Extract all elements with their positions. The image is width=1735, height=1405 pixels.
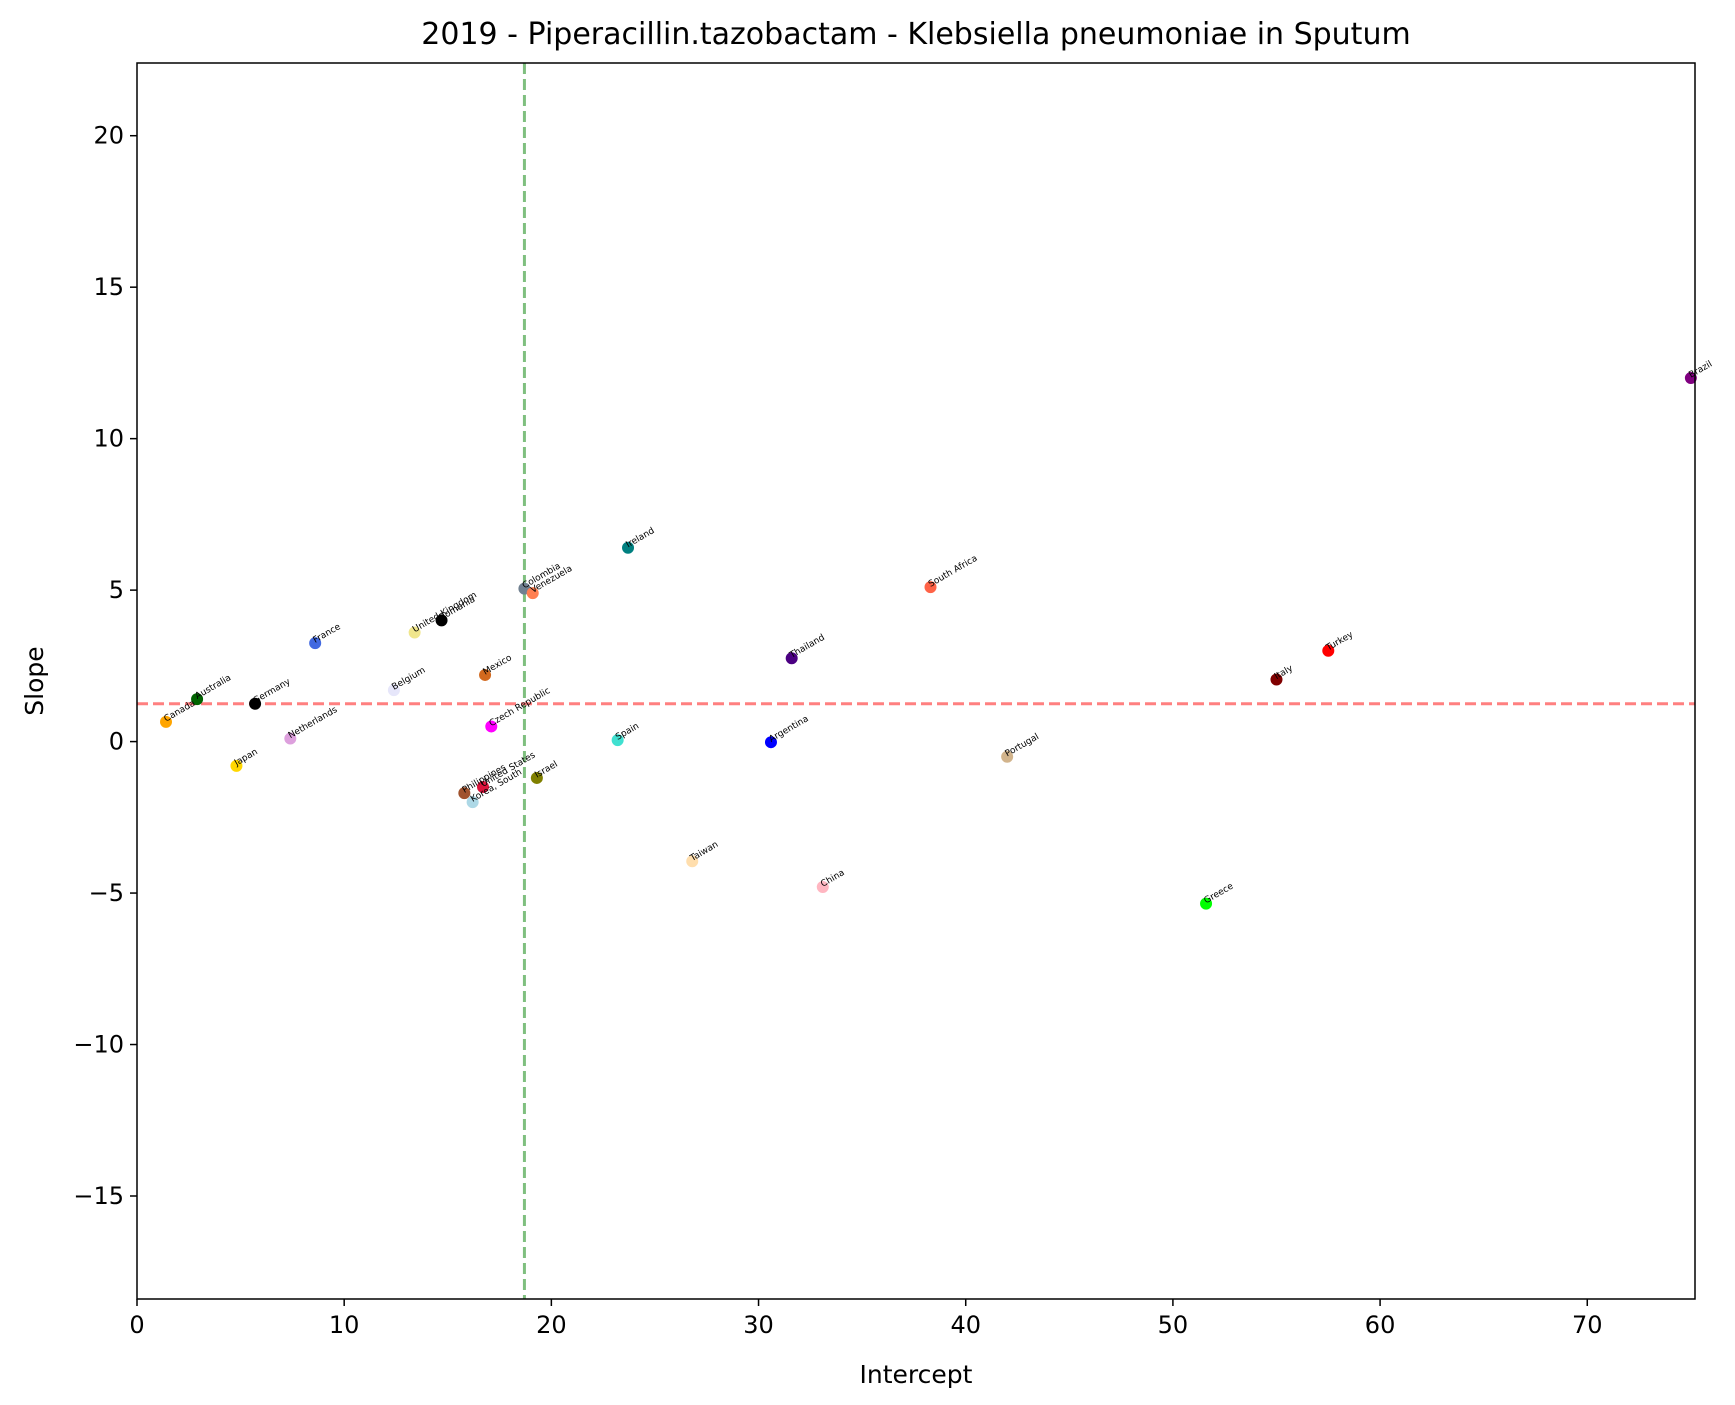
data-point-czech-republic xyxy=(485,720,498,733)
point-label-japan: Japan xyxy=(232,747,260,769)
point-label-germany: Germany xyxy=(252,677,293,707)
chart-title: 2019 - Piperacillin.tazobactam - Klebsie… xyxy=(421,17,1410,52)
data-point-mexico xyxy=(479,668,492,681)
data-point-netherlands xyxy=(284,732,297,745)
data-point-portugal xyxy=(1001,750,1014,763)
point-label-czech-republic: Czech Republic xyxy=(488,686,552,729)
point-label-australia: Australia xyxy=(194,673,233,702)
data-point-taiwan xyxy=(686,855,699,868)
plot-frame xyxy=(136,62,1696,1300)
data-point-brazil xyxy=(1684,372,1697,385)
x-tick-label: 0 xyxy=(129,1311,144,1339)
y-tick-label: 20 xyxy=(93,122,124,150)
data-point-germany xyxy=(249,697,262,710)
point-label-taiwan: Taiwan xyxy=(688,840,720,864)
data-point-argentina xyxy=(764,736,777,749)
x-axis-ticks: 0 10 20 30 40 50 60 70 xyxy=(129,1299,1603,1339)
point-label-thailand: Thailand xyxy=(787,633,826,661)
point-label-turkey: Turkey xyxy=(1324,630,1356,654)
x-tick-label: 20 xyxy=(536,1311,567,1339)
point-label-south-africa: South Africa xyxy=(927,554,979,590)
point-label-brazil: Brazil xyxy=(1687,359,1714,380)
point-label-portugal: Portugal xyxy=(1004,732,1041,759)
reference-lines xyxy=(137,63,1695,1299)
y-tick-label: −10 xyxy=(73,1031,124,1059)
data-points xyxy=(160,372,1697,910)
data-point-united-kingdom xyxy=(408,626,421,639)
point-label-greece: Greece xyxy=(1203,881,1236,906)
data-point-greece xyxy=(1200,897,1213,910)
data-point-spain xyxy=(611,734,624,747)
point-label-israel: Israel xyxy=(533,760,559,781)
data-point-australia xyxy=(191,693,204,706)
x-tick-label: 10 xyxy=(329,1311,360,1339)
data-point-japan xyxy=(230,759,243,772)
data-point-china xyxy=(816,881,829,893)
point-label-ireland: Ireland xyxy=(625,526,657,550)
y-tick-label: 0 xyxy=(109,728,124,756)
y-tick-label: 10 xyxy=(93,425,124,453)
point-label-italy: Italy xyxy=(1273,663,1295,682)
y-tick-label: 15 xyxy=(93,273,124,301)
point-label-china: China xyxy=(819,868,846,890)
data-point-belgium xyxy=(387,684,400,697)
point-label-belgium: Belgium xyxy=(390,666,427,693)
data-point-italy xyxy=(1270,673,1283,686)
x-axis-label: Intercept xyxy=(860,1360,973,1389)
data-point-france xyxy=(309,637,322,650)
y-tick-label: −15 xyxy=(73,1182,124,1210)
x-tick-label: 50 xyxy=(1158,1311,1189,1339)
x-tick-label: 70 xyxy=(1572,1311,1603,1339)
point-label-spain: Spain xyxy=(614,721,641,742)
data-point-thailand xyxy=(785,652,798,665)
point-label-netherlands: Netherlands xyxy=(287,705,340,741)
point-label-france: France xyxy=(312,622,343,646)
point-label-argentina: Argentina xyxy=(767,714,810,745)
y-tick-label: 5 xyxy=(109,576,124,604)
x-tick-label: 40 xyxy=(950,1311,981,1339)
x-tick-label: 30 xyxy=(743,1311,774,1339)
y-axis-label: Slope xyxy=(20,646,49,715)
data-point-canada xyxy=(160,715,173,728)
data-point-united-states xyxy=(476,781,489,794)
y-tick-label: −5 xyxy=(89,879,124,907)
data-point-venezuela xyxy=(526,587,539,600)
data-point-philippines xyxy=(458,787,471,800)
data-point-turkey xyxy=(1322,644,1335,657)
x-tick-label: 60 xyxy=(1365,1311,1396,1339)
point-label-mexico: Mexico xyxy=(482,653,515,678)
data-point-israel xyxy=(530,771,543,784)
y-axis-ticks: −15 −10 −5 0 5 10 15 20 xyxy=(73,122,137,1210)
data-point-korea-south xyxy=(466,796,479,809)
data-point-ireland xyxy=(622,541,635,554)
data-point-south-africa xyxy=(924,581,937,594)
data-point-romania xyxy=(435,614,448,627)
